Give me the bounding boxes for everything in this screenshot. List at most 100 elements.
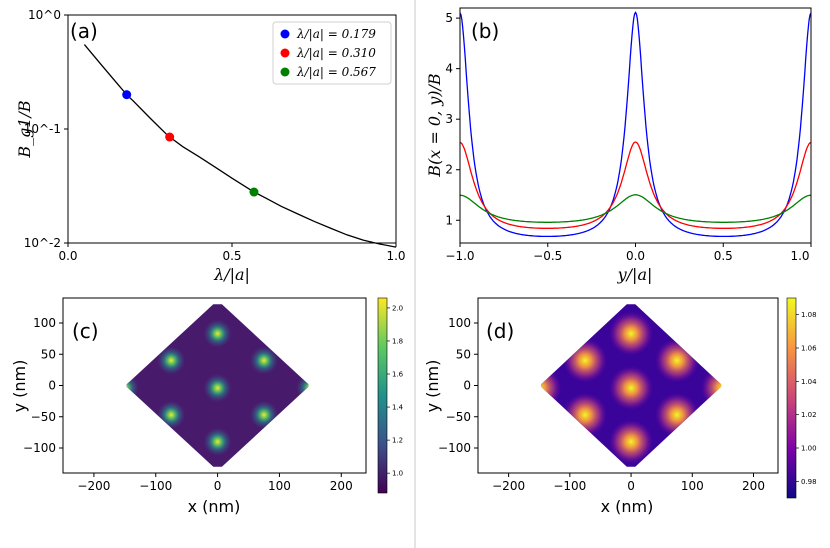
d-peak-2 [654,338,699,383]
c-peak-5 [296,374,309,402]
d-peak-3 [541,366,562,410]
c-peak-2 [249,346,278,375]
b-xtick-label-2: 0.0 [626,249,645,263]
c-peak-0 [203,319,232,348]
a-xtick-label-2: 1.0 [386,249,405,263]
panel-c-colorbar-ticks: 2.0 1.8 1.6 1.4 1.2 1.0 [387,304,404,478]
panel-b-series-1 [459,141,812,229]
c-cbar-label-0: 2.0 [392,304,403,312]
d-cbar-label-0: 1.08 [801,311,817,319]
c-ytick-label-4: −100 [23,441,56,455]
d-peak-1 [563,338,608,383]
panel-b-series-0 [459,11,812,238]
d-peak-8 [609,419,654,464]
panel-a-xlabel: λ/|a| [213,265,250,284]
panel-d-peaks [541,311,722,464]
d-xtick-label-3: 100 [681,479,704,493]
b-xtick-label-1: −0.5 [533,249,562,263]
c-ytick-label-2: 0 [48,379,56,393]
c-peak-8 [203,427,232,456]
c-xtick-label-4: 200 [330,479,353,493]
panel-a-ylabel: B_g1/B [15,100,34,159]
c-peak-6 [157,400,186,429]
b-xtick-label-4: 1.0 [790,249,809,263]
c-xtick-label-0: −200 [77,479,110,493]
a-ytick-label-0: 10^0 [28,8,61,22]
d-peak-7 [654,392,699,437]
panel-a: (a) λ/|a| = 0.179 λ/|a| = 0.310 λ/|a| = … [15,8,406,284]
legend-box [272,21,392,85]
b-ytick-label-2: 3 [445,112,453,126]
c-ytick-label-3: −50 [31,410,56,424]
d-cbar-label-1: 1.06 [801,345,817,353]
panel-c-label: (c) [72,319,99,343]
panel-d-ylabel: y (nm) [423,360,442,413]
d-peak-0 [609,311,654,356]
d-ytick-label-0: 100 [448,316,471,330]
d-xtick-label-4: 200 [742,479,765,493]
panel-a-curve [83,44,397,248]
panel-d-label: (d) [486,319,514,343]
a-ytick-label-1: 10^-1 [24,122,61,136]
d-ytick-label-3: −50 [446,410,471,424]
c-ytick-label-0: 100 [33,316,56,330]
legend-marker-1 [280,48,290,58]
d-peak-4 [609,366,654,410]
c-peak-4 [203,374,232,402]
panel-a-point-1 [165,132,175,142]
legend-label-0: λ/|a| = 0.179 [296,27,376,41]
legend-label-1: λ/|a| = 0.310 [296,46,376,60]
c-xtick-label-1: −100 [139,479,172,493]
c-xtick-label-2: 0 [214,479,222,493]
a-ytick-label-2: 10^-2 [24,236,61,250]
b-xtick-label-0: −1.0 [445,249,474,263]
panel-b-label: (b) [471,19,499,43]
c-peak-7 [249,400,278,429]
c-xtick-label-3: 100 [268,479,291,493]
c-peak-1 [157,346,186,375]
d-xtick-label-2: 0 [627,479,635,493]
legend-marker-2 [280,67,290,77]
d-cbar-label-3: 1.02 [801,411,817,419]
d-cbar-label-2: 1.04 [801,378,817,386]
legend-label-2: λ/|a| = 0.567 [296,65,376,79]
c-cbar-label-1: 1.8 [392,337,403,345]
c-cbar-label-3: 1.4 [392,404,404,412]
d-ytick-label-2: 0 [463,379,471,393]
c-ytick-label-1: 50 [41,347,56,361]
b-ytick-label-0: 1 [445,213,453,227]
panel-a-legend: λ/|a| = 0.179 λ/|a| = 0.310 λ/|a| = 0.56… [272,21,392,85]
panel-b-series-2 [460,194,811,223]
b-ytick-label-1: 2 [445,163,453,177]
c-cbar-label-4: 1.2 [392,437,403,445]
b-xtick-label-3: 0.5 [714,249,733,263]
panel-c-axes: −200 −100 0 100 200 100 50 0 −50 −100 [23,316,353,493]
panel-d-colorbar-ticks: 1.08 1.06 1.04 1.02 1.00 0.98 [796,311,817,486]
panel-a-point-0 [122,90,132,100]
b-ytick-label-4: 5 [445,11,453,25]
d-ytick-label-1: 50 [456,347,471,361]
panel-c-ylabel: y (nm) [10,360,29,413]
panel-a-point-2 [249,187,259,197]
d-ytick-label-4: −100 [438,441,471,455]
panel-b-frame [459,7,812,244]
a-xtick-label-0: 0.0 [58,249,77,263]
d-xtick-label-0: −200 [492,479,525,493]
panel-c-colorbar [377,297,388,494]
panel-b: (b) −1.0 −0.5 0.0 0.5 1.0 1 2 3 4 5 y/|a| B(… [425,7,812,284]
c-cbar-label-5: 1.0 [392,470,403,478]
c-peak-3 [126,374,139,402]
panel-d-axes: −200 −100 0 100 200 100 50 0 −50 −100 [438,316,765,493]
a-xtick-label-1: 0.5 [222,249,241,263]
d-cbar-label-4: 1.00 [801,445,817,453]
d-cbar-label-5: 0.98 [801,478,817,486]
panel-a-label: (a) [70,19,98,43]
d-peak-5 [700,366,722,410]
b-ytick-label-3: 4 [445,62,453,76]
panel-d-xlabel: x (nm) [601,497,654,516]
panel-b-xlabel: y/|a| [617,265,653,284]
c-cbar-label-2: 1.6 [392,371,404,379]
